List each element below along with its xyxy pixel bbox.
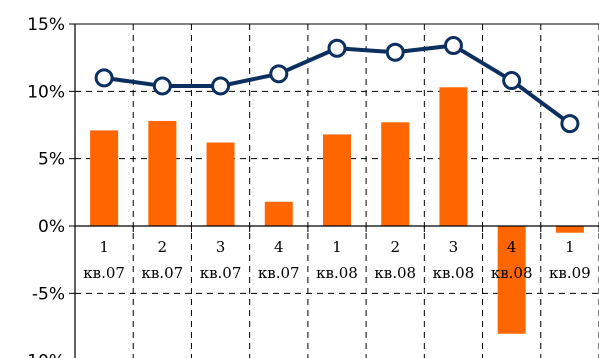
x-tick-label-number: 2 [390,238,400,256]
line-marker [385,42,405,62]
y-tick-label: -10% [21,352,65,358]
axes [69,23,599,358]
bar [555,226,584,233]
bar [323,134,351,226]
x-tick-label-period: кв.08 [374,264,416,282]
bar [381,122,410,226]
y-tick-label: 0% [38,217,65,237]
x-tick-label-period: кв.07 [83,264,125,282]
bar [206,142,235,226]
x-tick-label-period: кв.08 [433,264,475,282]
x-tick-label-number: 1 [565,238,575,256]
line-marker [327,38,347,58]
y-tick-label: -5% [32,284,65,304]
x-tick-label-number: 3 [216,238,226,256]
x-tick-label-number: 4 [507,238,517,256]
x-tick-label-period: кв.07 [200,264,242,282]
y-tick-label: 5% [38,150,65,170]
bar [264,201,293,226]
x-tick-label-period: кв.09 [549,264,591,282]
x-tick-label-number: 1 [99,238,109,256]
x-tick-label-period: кв.08 [491,264,533,282]
bar [148,120,177,226]
bar [90,130,119,226]
x-tick-label-period: кв.07 [141,264,183,282]
line-marker [269,64,289,84]
y-tick-label: 15% [27,15,65,35]
x-tick-label-number: 1 [332,238,342,256]
bar [439,87,468,226]
x-tick-label-period: кв.08 [316,264,358,282]
x-tick-label-period: кв.07 [258,264,300,282]
line-marker [211,76,231,96]
line-marker [152,76,172,96]
x-tick-label-number: 3 [449,238,459,256]
bar-series [90,87,584,334]
line-series [94,36,580,134]
line-marker [502,71,522,91]
line-marker [443,36,463,56]
line-marker [94,68,114,88]
tick-labels: 15% 10% 5% 0% -5% -10% 1 кв.07 2 кв.07 3 кв.07 4 кв.0… [21,15,591,358]
bar [497,226,526,334]
x-tick-label-number: 4 [274,238,284,256]
x-tick-label-number: 2 [158,238,168,256]
line-marker [560,114,580,134]
y-tick-label: 10% [27,82,65,102]
